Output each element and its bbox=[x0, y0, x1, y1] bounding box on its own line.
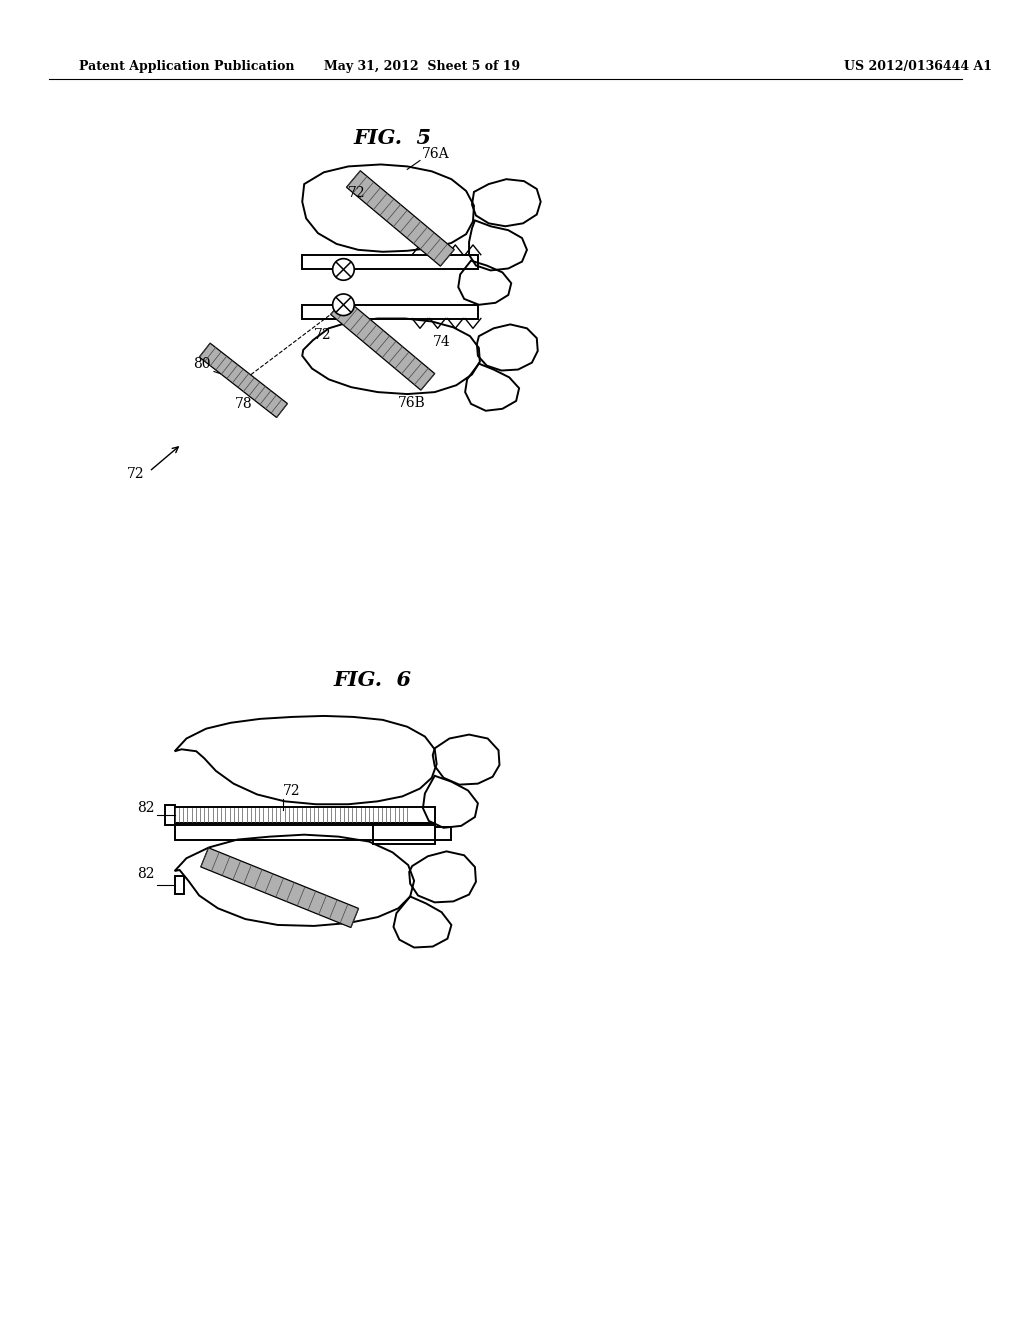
Text: 82: 82 bbox=[137, 801, 155, 814]
Text: 76A: 76A bbox=[422, 147, 450, 161]
Text: Patent Application Publication: Patent Application Publication bbox=[79, 59, 294, 73]
Polygon shape bbox=[346, 170, 455, 267]
Text: May 31, 2012  Sheet 5 of 19: May 31, 2012 Sheet 5 of 19 bbox=[324, 59, 520, 73]
Text: 72: 72 bbox=[283, 784, 300, 799]
Text: FIG.  5: FIG. 5 bbox=[353, 128, 431, 148]
Text: 72: 72 bbox=[314, 329, 332, 342]
Text: FIG.  6: FIG. 6 bbox=[334, 669, 412, 689]
Circle shape bbox=[333, 294, 354, 315]
Text: 76B: 76B bbox=[398, 396, 426, 409]
Polygon shape bbox=[331, 298, 435, 391]
Text: 74: 74 bbox=[433, 335, 451, 348]
Polygon shape bbox=[200, 343, 288, 417]
Text: US 2012/0136444 A1: US 2012/0136444 A1 bbox=[844, 59, 992, 73]
Text: 80: 80 bbox=[194, 356, 211, 371]
Text: 82: 82 bbox=[137, 867, 155, 880]
Polygon shape bbox=[201, 847, 358, 928]
Text: 72: 72 bbox=[347, 186, 365, 199]
Text: 78: 78 bbox=[234, 397, 252, 411]
Text: 72: 72 bbox=[127, 467, 144, 482]
Circle shape bbox=[333, 259, 354, 280]
